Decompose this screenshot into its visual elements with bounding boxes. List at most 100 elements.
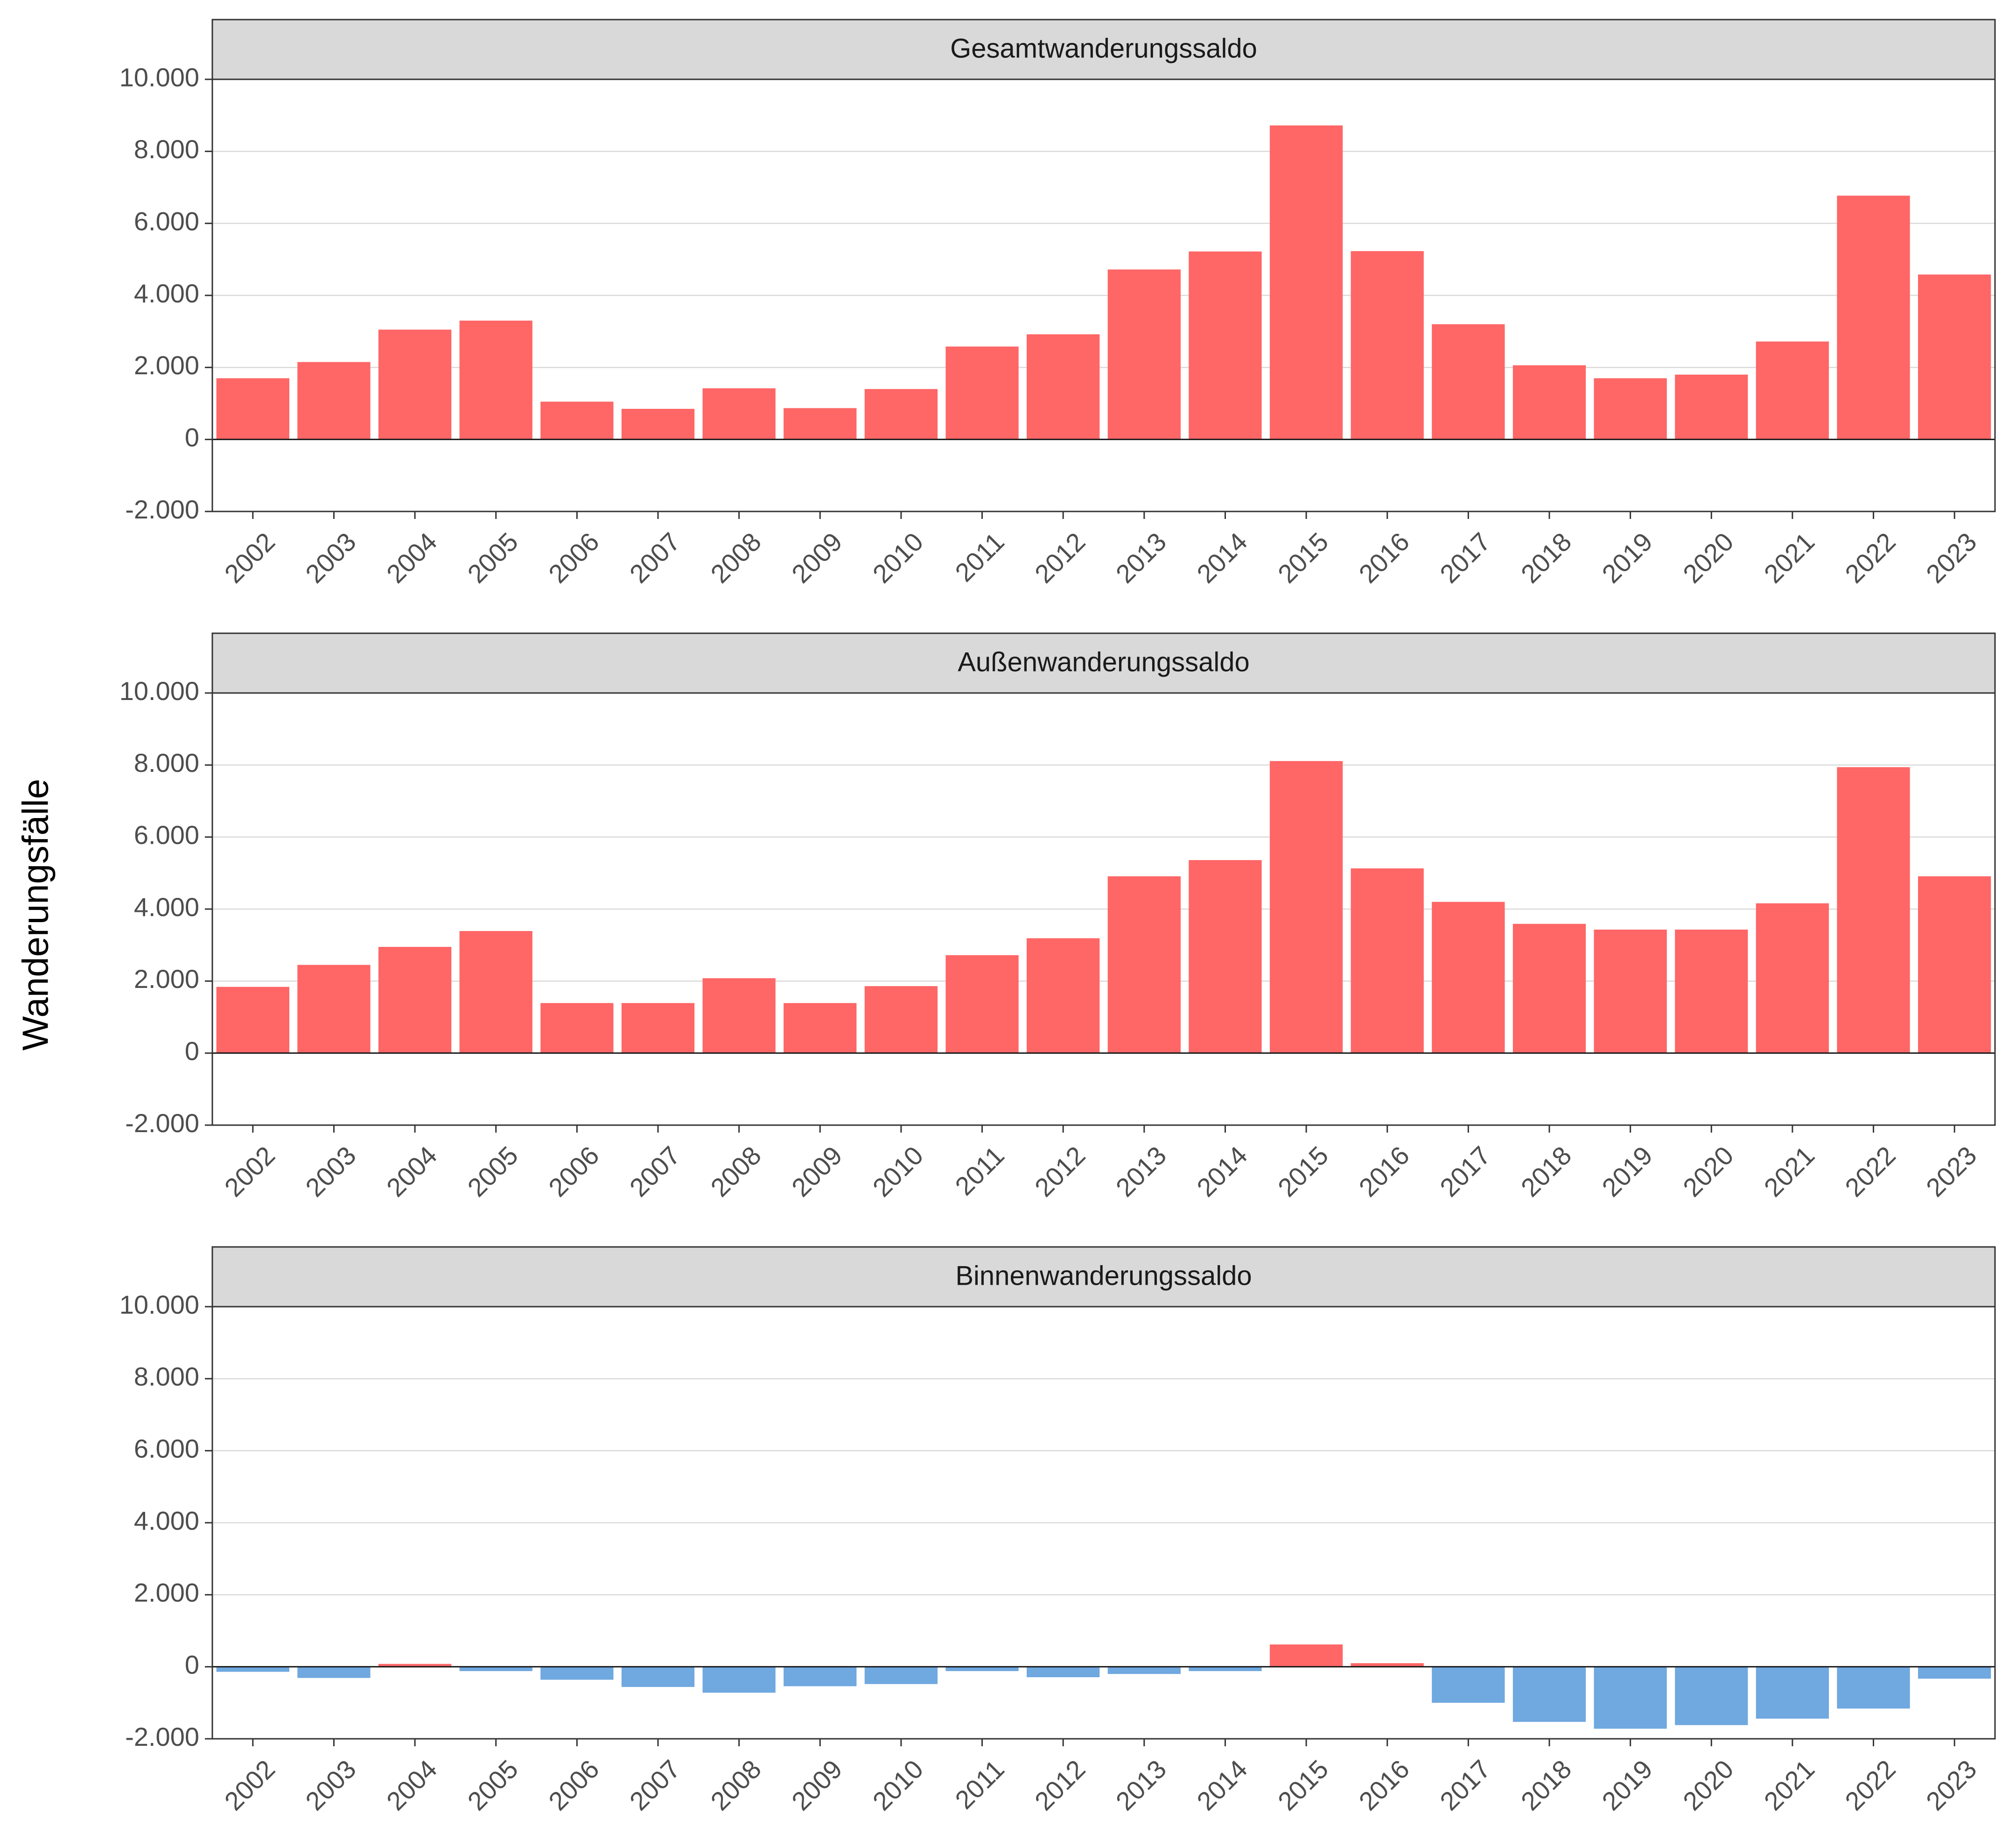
y-tick-label: 10.000 <box>119 63 199 92</box>
panel-border <box>211 78 1996 512</box>
panel-title: Außenwanderungssaldo <box>958 647 1250 677</box>
bar-2021 <box>1756 1666 1829 1719</box>
x-tick-label: 2021 <box>1758 527 1820 589</box>
bar-2011 <box>945 1666 1019 1671</box>
x-tick-label: 2014 <box>1191 1754 1253 1816</box>
x-tick-label: 2005 <box>462 1141 524 1203</box>
y-tick-label: 8.000 <box>134 134 199 164</box>
x-tick-label: 2009 <box>786 1754 848 1816</box>
panel-3: Binnenwanderungssaldo -2.000 0 2.000 4.000 6.… <box>119 1246 1996 1816</box>
bar-2003 <box>297 362 371 440</box>
y-tick-label: 0 <box>185 422 199 452</box>
x-tick-label: 2002 <box>219 527 281 589</box>
x-tick-label: 2018 <box>1515 1754 1577 1816</box>
bar-2008 <box>702 978 776 1053</box>
bar-2004 <box>378 947 452 1053</box>
bar-2016 <box>1351 251 1424 440</box>
y-tick-label: 4.000 <box>134 1506 199 1535</box>
x-tick-label: 2004 <box>381 527 443 589</box>
bar-2019 <box>1594 1666 1667 1729</box>
bar-2019 <box>1594 378 1667 440</box>
bar-2020 <box>1675 374 1748 440</box>
x-tick-label: 2006 <box>543 1754 605 1816</box>
y-tick-label: 8.000 <box>134 748 199 777</box>
bar-2010 <box>864 389 938 440</box>
bar-2018 <box>1512 365 1586 440</box>
x-tick-label: 2019 <box>1596 1141 1658 1203</box>
bar-2003 <box>297 965 371 1053</box>
bar-2012 <box>1027 1666 1100 1678</box>
bar-2005 <box>459 321 532 440</box>
x-tick-label: 2014 <box>1191 1141 1253 1203</box>
x-tick-label: 2023 <box>1920 527 1982 589</box>
y-tick-label: -2.000 <box>125 1108 199 1138</box>
y-tick-label: -2.000 <box>125 1722 199 1751</box>
bar-2023 <box>1918 876 1991 1053</box>
x-tick-label: 2003 <box>300 1754 362 1816</box>
x-tick-label: 2012 <box>1029 1754 1091 1816</box>
bar-2006 <box>540 401 614 440</box>
x-tick-label: 2009 <box>786 1141 848 1203</box>
x-tick-label: 2016 <box>1353 527 1415 589</box>
panel-strip <box>211 1246 1996 1308</box>
x-tick-label: 2006 <box>543 527 605 589</box>
panel-2: Außenwanderungssaldo -2.000 0 2.000 4.000 6.0… <box>119 632 1996 1203</box>
bar-2020 <box>1675 1666 1748 1725</box>
bar-2022 <box>1837 196 1910 440</box>
x-tick-label: 2003 <box>300 527 362 589</box>
y-tick-label: 6.000 <box>134 1434 199 1463</box>
bar-2013 <box>1107 269 1181 440</box>
x-tick-label: 2019 <box>1596 1754 1658 1816</box>
x-tick-label: 2006 <box>543 1141 605 1203</box>
bar-2013 <box>1107 1666 1181 1674</box>
bar-2022 <box>1837 767 1910 1053</box>
bar-2009 <box>784 408 857 440</box>
x-tick-label: 2017 <box>1434 527 1496 589</box>
x-tick-label: 2021 <box>1758 1754 1820 1816</box>
bar-2008 <box>702 388 776 440</box>
bar-2017 <box>1432 902 1505 1053</box>
bar-2006 <box>540 1666 614 1680</box>
x-tick-label: 2017 <box>1434 1754 1496 1816</box>
bar-2009 <box>784 1003 857 1053</box>
y-tick-label: 6.000 <box>134 206 199 236</box>
bar-2002 <box>216 378 289 440</box>
x-tick-label: 2010 <box>867 1754 929 1816</box>
x-tick-label: 2003 <box>300 1141 362 1203</box>
x-tick-label: 2007 <box>624 1141 686 1203</box>
x-tick-label: 2016 <box>1353 1754 1415 1816</box>
panels: Gesamtwanderungssaldo -2.000 0 2.000 4.000 6.… <box>119 19 1996 1816</box>
x-tick-label: 2020 <box>1677 527 1739 589</box>
bar-2023 <box>1918 274 1991 440</box>
bar-2005 <box>459 931 532 1053</box>
x-tick-label: 2020 <box>1677 1141 1739 1203</box>
bar-2019 <box>1594 929 1667 1053</box>
x-tick-label: 2007 <box>624 527 686 589</box>
y-tick-label: 4.000 <box>134 892 199 922</box>
x-tick-label: 2010 <box>867 527 929 589</box>
x-tick-label: 2021 <box>1758 1141 1820 1203</box>
panel-title: Binnenwanderungssaldo <box>955 1260 1252 1291</box>
bar-2017 <box>1432 324 1505 440</box>
y-tick-label: 2.000 <box>134 350 199 380</box>
bar-2007 <box>621 1003 695 1053</box>
bar-2015 <box>1269 125 1343 440</box>
y-tick-label: -2.000 <box>125 495 199 524</box>
bar-2004 <box>378 329 452 440</box>
bar-2007 <box>621 409 695 440</box>
x-tick-label: 2004 <box>381 1754 443 1816</box>
y-tick-label: 4.000 <box>134 279 199 308</box>
x-tick-label: 2013 <box>1110 527 1172 589</box>
x-tick-label: 2005 <box>462 527 524 589</box>
x-tick-label: 2023 <box>1920 1141 1982 1203</box>
y-tick-label: 2.000 <box>134 1578 199 1607</box>
x-tick-label: 2013 <box>1110 1754 1172 1816</box>
bar-2008 <box>702 1666 776 1693</box>
bar-2010 <box>864 1666 938 1684</box>
bar-2012 <box>1027 334 1100 440</box>
panel-strip <box>211 19 1996 80</box>
y-axis-title: Wanderungsfälle <box>15 779 56 1050</box>
y-tick-label: 10.000 <box>119 1290 199 1319</box>
bar-2015 <box>1269 761 1343 1053</box>
